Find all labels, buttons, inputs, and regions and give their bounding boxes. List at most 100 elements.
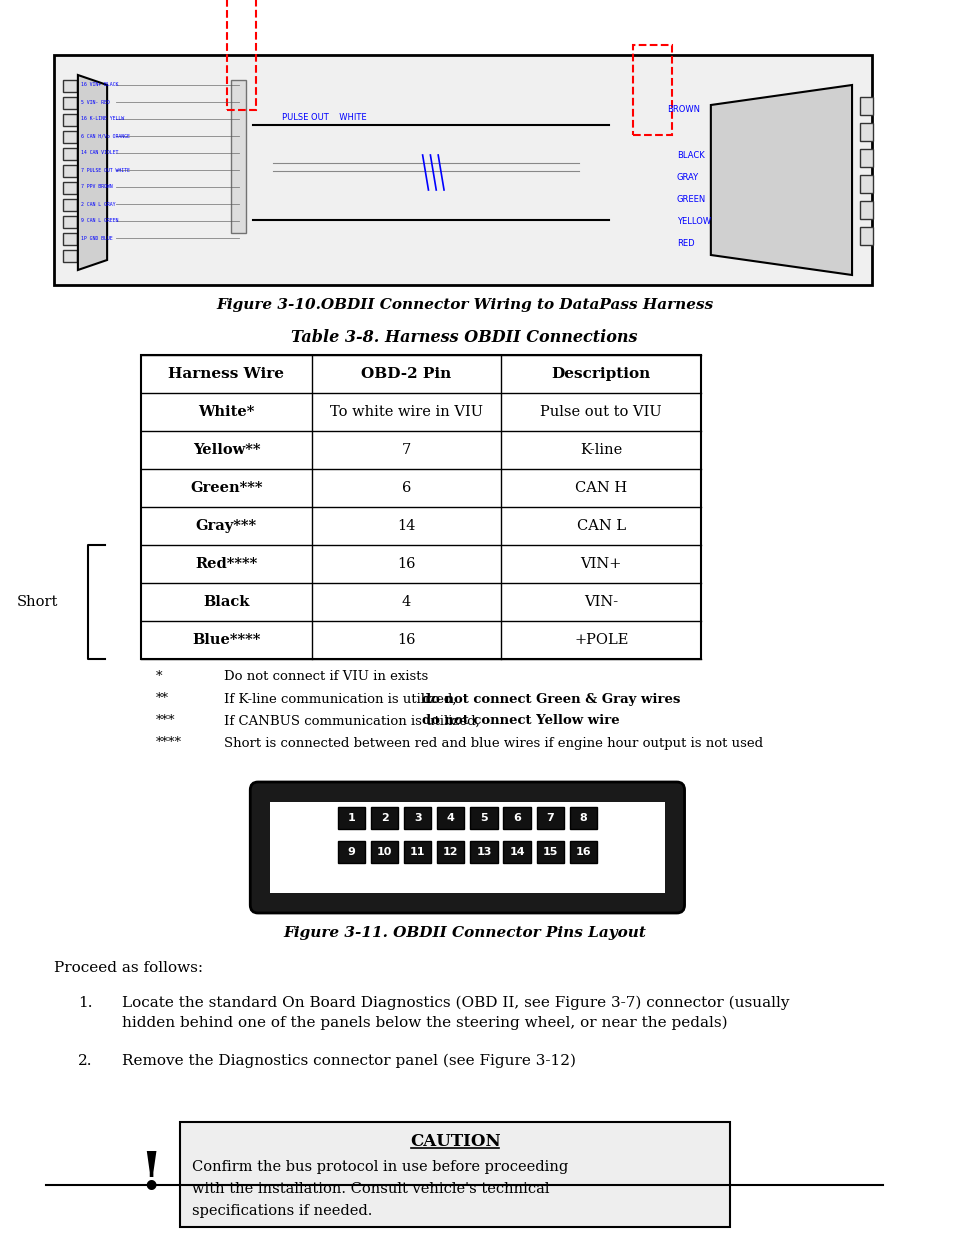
Text: 1.: 1. bbox=[78, 995, 92, 1010]
Text: ***: *** bbox=[155, 715, 175, 727]
Text: Figure 3-10.OBDII Connector Wiring to DataPass Harness: Figure 3-10.OBDII Connector Wiring to Da… bbox=[215, 298, 712, 312]
Text: 13: 13 bbox=[476, 847, 491, 857]
Text: Harness Wire: Harness Wire bbox=[169, 367, 284, 382]
Text: OBD-2 Pin: OBD-2 Pin bbox=[361, 367, 451, 382]
Bar bbox=[859, 98, 873, 115]
Text: Pulse out to VIU: Pulse out to VIU bbox=[540, 405, 661, 419]
Text: Remove the Diagnostics connector panel (see Figure 3-12): Remove the Diagnostics connector panel (… bbox=[122, 1053, 575, 1068]
Text: Yellow**: Yellow** bbox=[193, 443, 260, 457]
Text: Short: Short bbox=[17, 595, 58, 609]
Text: 6: 6 bbox=[513, 813, 520, 823]
Text: VIN-: VIN- bbox=[583, 595, 618, 609]
Text: do not connect Yellow wire: do not connect Yellow wire bbox=[421, 715, 619, 727]
Text: ****: **** bbox=[155, 736, 182, 750]
Text: 12: 12 bbox=[442, 847, 458, 857]
Text: 7 PULSE OUT WHITE: 7 PULSE OUT WHITE bbox=[81, 168, 130, 173]
Text: !: ! bbox=[139, 1149, 162, 1200]
Bar bbox=[270, 802, 664, 893]
Bar bbox=[63, 114, 77, 126]
Bar bbox=[404, 806, 431, 829]
Bar bbox=[859, 124, 873, 141]
Text: 4: 4 bbox=[401, 595, 411, 609]
Text: hidden behind one of the panels below the steering wheel, or near the pedals): hidden behind one of the panels below th… bbox=[122, 1016, 726, 1030]
Text: GREEN: GREEN bbox=[676, 194, 705, 204]
Bar bbox=[180, 1123, 730, 1228]
Bar bbox=[63, 148, 77, 161]
Bar bbox=[63, 80, 77, 91]
Text: 6 CAN H/Vo ORANGE: 6 CAN H/Vo ORANGE bbox=[81, 133, 130, 138]
Text: If CANBUS communication is utilized,: If CANBUS communication is utilized, bbox=[224, 715, 483, 727]
Bar bbox=[63, 216, 77, 228]
Text: 2 CAN L GRAY: 2 CAN L GRAY bbox=[81, 201, 115, 206]
Text: VIN+: VIN+ bbox=[580, 557, 621, 571]
Bar bbox=[436, 841, 464, 863]
Text: 1: 1 bbox=[347, 813, 355, 823]
Bar bbox=[63, 233, 77, 245]
Text: 2.: 2. bbox=[78, 1053, 92, 1068]
Text: Locate the standard On Board Diagnostics (OBD II, see Figure 3-7) connector (usu: Locate the standard On Board Diagnostics… bbox=[122, 995, 788, 1010]
Text: Short is connected between red and blue wires if engine hour output is not used: Short is connected between red and blue … bbox=[224, 736, 762, 750]
Text: Red****: Red**** bbox=[195, 557, 257, 571]
Text: 5 VIN- RED: 5 VIN- RED bbox=[81, 100, 110, 105]
Text: 5: 5 bbox=[479, 813, 487, 823]
Text: 14: 14 bbox=[509, 847, 524, 857]
Text: 10: 10 bbox=[376, 847, 392, 857]
Text: Figure 3-11. OBDII Connector Pins Layout: Figure 3-11. OBDII Connector Pins Layout bbox=[283, 926, 645, 940]
Text: 11: 11 bbox=[410, 847, 425, 857]
Text: PULSE OUT    WHITE: PULSE OUT WHITE bbox=[282, 112, 367, 121]
Text: Table 3-8. Harness OBDII Connections: Table 3-8. Harness OBDII Connections bbox=[291, 330, 637, 347]
Text: White*: White* bbox=[198, 405, 254, 419]
Text: with the installation. Consult vehicle's technical: with the installation. Consult vehicle's… bbox=[192, 1182, 549, 1195]
Polygon shape bbox=[710, 85, 851, 275]
Text: 3: 3 bbox=[414, 813, 421, 823]
Bar bbox=[63, 182, 77, 194]
Bar bbox=[859, 201, 873, 219]
Text: RED: RED bbox=[676, 238, 694, 247]
Bar bbox=[404, 841, 431, 863]
Bar bbox=[569, 841, 597, 863]
Text: CAUTION: CAUTION bbox=[410, 1134, 500, 1151]
Bar bbox=[470, 841, 497, 863]
Bar bbox=[859, 227, 873, 245]
Text: 16 VIN+ BLACK: 16 VIN+ BLACK bbox=[81, 83, 118, 88]
Bar bbox=[536, 841, 563, 863]
Text: 14 CAN VIOLET: 14 CAN VIOLET bbox=[81, 151, 118, 156]
Bar bbox=[53, 56, 871, 285]
Text: 9: 9 bbox=[347, 847, 355, 857]
Bar bbox=[632, 44, 671, 135]
Bar bbox=[63, 199, 77, 211]
Text: 7: 7 bbox=[546, 813, 554, 823]
Text: GRAY: GRAY bbox=[676, 173, 699, 182]
Text: specifications if needed.: specifications if needed. bbox=[192, 1204, 372, 1218]
Bar bbox=[63, 98, 77, 109]
Text: 16 K-LINE YELLW: 16 K-LINE YELLW bbox=[81, 116, 124, 121]
Text: Description: Description bbox=[551, 367, 650, 382]
Text: 16: 16 bbox=[396, 634, 416, 647]
Text: 7 PPV BROWN: 7 PPV BROWN bbox=[81, 184, 112, 189]
Bar bbox=[63, 165, 77, 177]
Text: Blue****: Blue**** bbox=[192, 634, 260, 647]
Text: Black: Black bbox=[203, 595, 250, 609]
Text: 1P GND BLUE: 1P GND BLUE bbox=[81, 236, 112, 241]
Text: 8: 8 bbox=[578, 813, 586, 823]
Bar bbox=[503, 806, 530, 829]
Text: 16: 16 bbox=[396, 557, 416, 571]
Bar bbox=[337, 806, 365, 829]
Bar bbox=[536, 806, 563, 829]
Text: BROWN: BROWN bbox=[666, 105, 700, 115]
Bar bbox=[859, 149, 873, 167]
Text: 4: 4 bbox=[446, 813, 455, 823]
Bar bbox=[503, 841, 530, 863]
Bar bbox=[569, 806, 597, 829]
Text: **: ** bbox=[155, 693, 169, 705]
Text: Do not connect if VIU in exists: Do not connect if VIU in exists bbox=[224, 671, 428, 683]
Bar bbox=[371, 806, 397, 829]
Text: 14: 14 bbox=[397, 519, 416, 534]
Text: 6: 6 bbox=[401, 480, 411, 495]
Bar bbox=[436, 806, 464, 829]
Bar bbox=[231, 80, 246, 233]
Bar bbox=[470, 806, 497, 829]
Bar bbox=[63, 131, 77, 143]
Text: Gray***: Gray*** bbox=[195, 519, 256, 534]
Text: K-line: K-line bbox=[579, 443, 621, 457]
